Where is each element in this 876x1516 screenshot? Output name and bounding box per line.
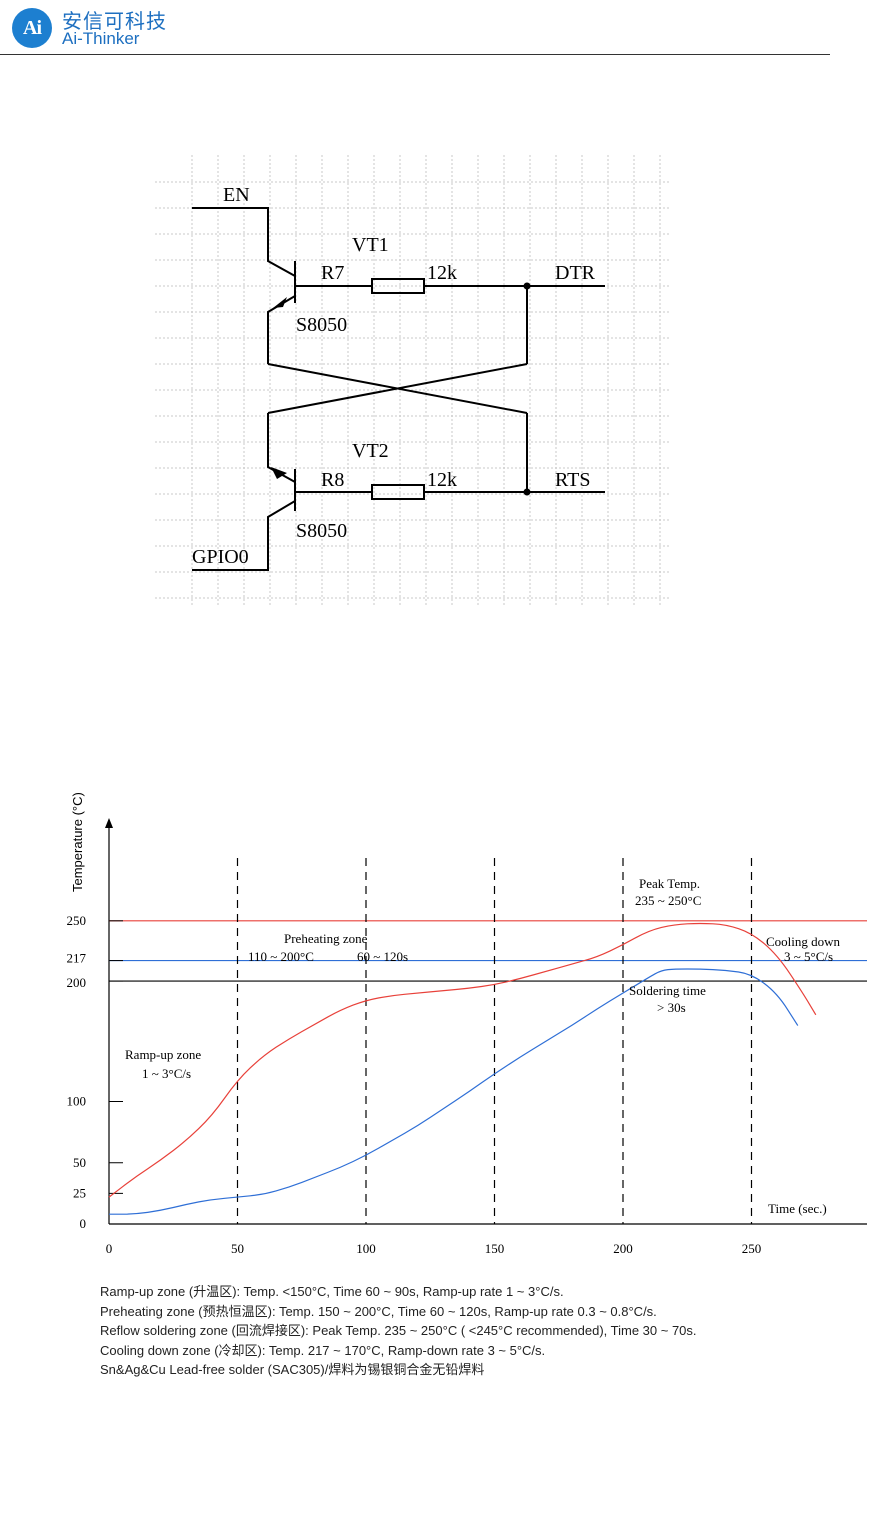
circuit-wires: [192, 207, 605, 571]
annot-preheat-time: 60 ~ 120s: [357, 949, 408, 964]
grid: [155, 155, 670, 605]
label-gpio0: GPIO0: [192, 546, 249, 568]
annot-preheat-temp: 110 ~ 200°C: [248, 949, 314, 964]
y-axis-arrow: [105, 818, 113, 828]
logo-mark-text: Ai: [23, 17, 42, 39]
reflow-profile-chart: Temperature (°C) 0 25 50 100 200 217 250 0 50 10…: [67, 792, 867, 1256]
cross-wire-2: [267, 363, 528, 414]
y-tick-label: 50: [73, 1155, 86, 1170]
auto-download-circuit-diagram: EN VT1 R7 12k DTR S8050 VT2 R8 12k RTS S…: [155, 155, 670, 605]
chart-xlabel: Time (sec.): [768, 1201, 827, 1216]
header-divider: [0, 54, 830, 55]
x-tick-label: 0: [106, 1241, 113, 1256]
y-tick-label: 250: [67, 913, 87, 928]
x-tick-label: 100: [356, 1241, 376, 1256]
label-vt2: VT2: [352, 440, 389, 462]
note-line: Cooling down zone (冷却区): Temp. 217 ~ 170…: [100, 1342, 546, 1358]
vt1-emitter-arrow: [273, 297, 287, 308]
label-r8-value: 12k: [427, 469, 457, 491]
y-tick-label: 217: [67, 951, 87, 966]
red-reflow-curve: [108, 922, 817, 1198]
y-tick-label: 0: [80, 1216, 87, 1231]
dtr-junction-dot: [523, 282, 531, 290]
annot-preheat-title: Preheating zone: [284, 931, 368, 946]
reference-lines: [109, 920, 867, 982]
label-s8050-top: S8050: [296, 314, 347, 336]
label-r7: R7: [321, 262, 344, 284]
annot-peak-title: Peak Temp.: [639, 876, 700, 891]
vt1-emitter-wire: [267, 295, 296, 364]
label-dtr: DTR: [555, 262, 596, 284]
label-r7-value: 12k: [427, 262, 457, 284]
x-ticks: 0 50 100 150 200 250: [106, 1241, 762, 1256]
zone-boundaries: [236, 858, 753, 1224]
y-tick-label: 200: [67, 975, 87, 990]
note-line: Ramp-up zone (升温区): Temp. <150°C, Time 6…: [100, 1284, 564, 1299]
y-tick-label: 100: [67, 1094, 87, 1109]
label-en: EN: [223, 184, 250, 206]
y-ticks: 0 25 50 100 200 217 250: [67, 913, 123, 1231]
brand-name-english: Ai-Thinker: [62, 29, 140, 48]
gpio0-wire: [192, 500, 296, 571]
annot-cooling-title: Cooling down: [766, 934, 841, 949]
x-tick-label: 200: [613, 1241, 633, 1256]
x-tick-label: 50: [231, 1241, 244, 1256]
annot-soldering-title: Soldering time: [629, 983, 706, 998]
label-s8050-bottom: S8050: [296, 520, 347, 542]
page-header: Ai 安信可科技 Ai-Thinker: [0, 0, 876, 56]
x-tick-label: 150: [485, 1241, 505, 1256]
en-wire: [192, 207, 296, 277]
vt2-emitter-arrow: [271, 467, 287, 479]
note-line: Reflow soldering zone (回流焊接区): Peak Temp…: [100, 1323, 697, 1338]
ai-thinker-logo: Ai: [12, 8, 52, 48]
annot-cooling-rate: 3 ~ 5°C/s: [784, 949, 833, 964]
y-tick-label: 25: [73, 1185, 86, 1200]
rts-junction-dot: [523, 488, 531, 496]
label-vt1: VT1: [352, 234, 389, 256]
brand-name-chinese: 安信可科技: [62, 9, 167, 33]
label-rts: RTS: [555, 469, 590, 491]
annot-rampup-title: Ramp-up zone: [125, 1047, 201, 1062]
annot-peak-range: 235 ~ 250°C: [635, 893, 701, 908]
x-tick-label: 250: [742, 1241, 762, 1256]
note-line: Sn&Ag&Cu Lead-free solder (SAC305)/焊料为锡银…: [100, 1362, 485, 1377]
vt2-emitter-wire: [267, 413, 296, 483]
note-line: Preheating zone (预热恒温区): Temp. 150 ~ 200…: [100, 1303, 657, 1319]
blue-reflow-curve: [109, 968, 799, 1215]
chart-ylabel: Temperature (°C): [70, 792, 85, 892]
annot-soldering-time: > 30s: [657, 1000, 686, 1015]
reflow-notes: Ramp-up zone (升温区): Temp. <150°C, Time 6…: [100, 1282, 840, 1380]
label-r8: R8: [321, 469, 344, 491]
annot-rampup-rate: 1 ~ 3°C/s: [142, 1066, 191, 1081]
r8-resistor: [371, 484, 425, 500]
